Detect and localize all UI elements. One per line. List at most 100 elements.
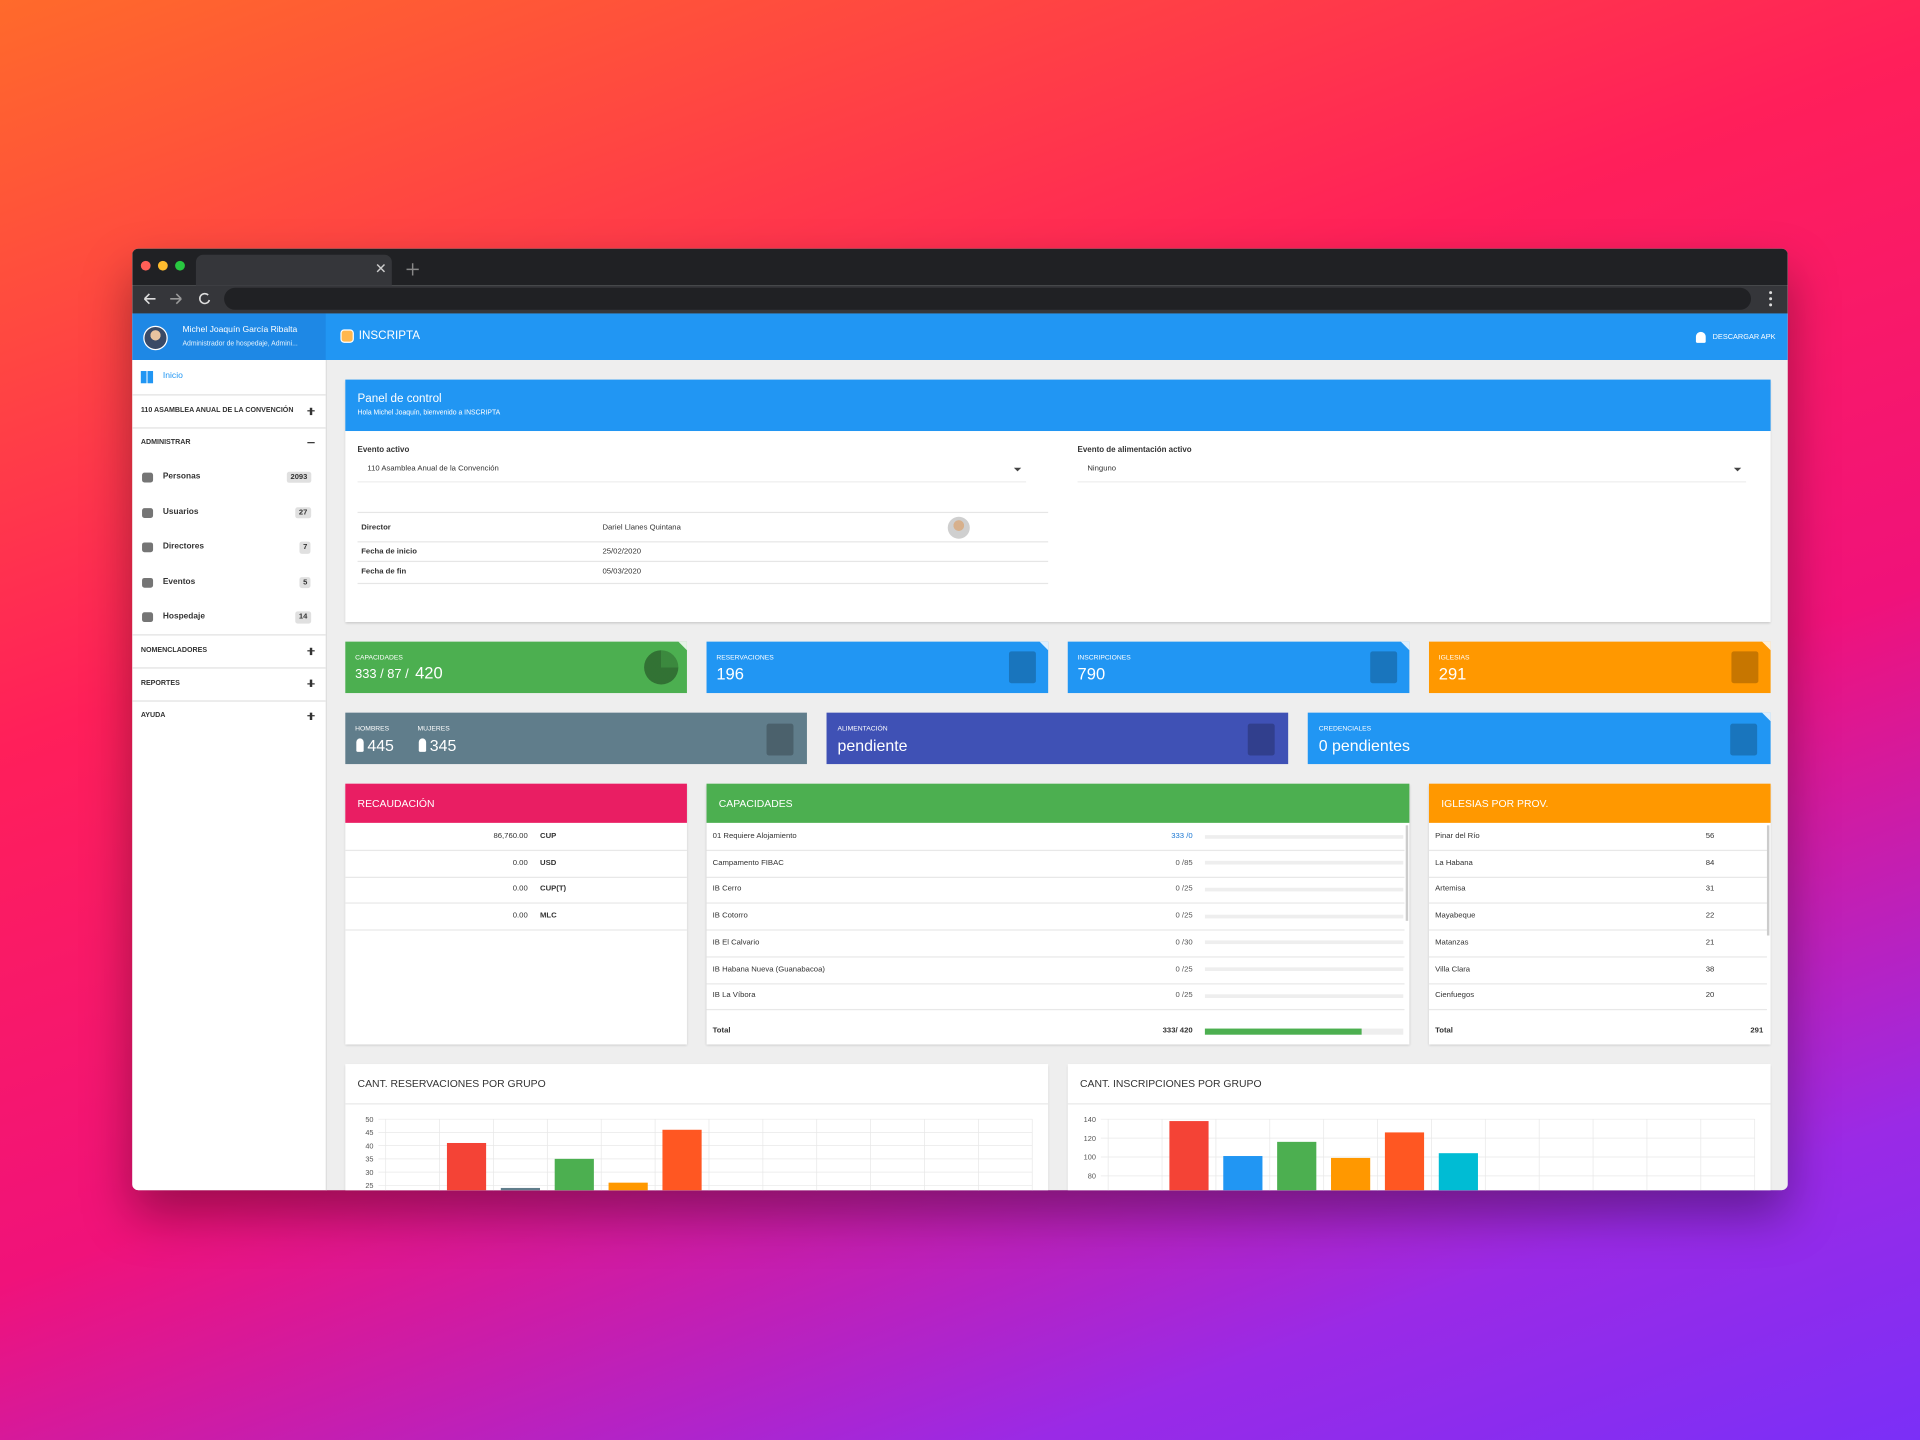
- director-avatar: [947, 516, 970, 539]
- download-button[interactable]: DESCARGAR APK: [1712, 334, 1776, 342]
- menu-item[interactable]: Eventos: [162, 577, 196, 587]
- stat-card[interactable]: [345, 641, 687, 694]
- tab-icons: [376, 263, 419, 276]
- progress-bar: [1204, 1028, 1363, 1035]
- progress-track: [1204, 834, 1404, 839]
- row-line: [706, 982, 1405, 984]
- min-dot[interactable]: [157, 260, 168, 271]
- stat-label: INSCRIPCIONES: [1077, 654, 1131, 663]
- stat-card[interactable]: [1307, 712, 1771, 765]
- panel-subtitle: Hola Michel Joaquín, bienvenido a INSCRI…: [357, 409, 501, 418]
- bar: [1277, 1141, 1317, 1191]
- home-label: Inicio: [162, 372, 183, 381]
- max-dot[interactable]: [175, 260, 185, 271]
- plus-icon: [310, 712, 312, 720]
- badge: 14: [295, 611, 312, 624]
- app-bar: [132, 313, 1788, 360]
- row-line: [345, 876, 687, 878]
- row-line: [1428, 956, 1767, 958]
- province: La Habana: [1435, 858, 1473, 867]
- row-line: [706, 849, 1405, 852]
- corner-fold: [1762, 641, 1771, 651]
- field-label: Evento de alimentación activo: [1077, 445, 1192, 455]
- corner-fold: [1762, 712, 1771, 722]
- menu-item[interactable]: Hospedaje: [162, 612, 205, 622]
- total-value: 291: [1750, 1026, 1764, 1035]
- stat-card[interactable]: [826, 712, 1289, 765]
- bar: [1169, 1121, 1209, 1191]
- capacity: 0 /25: [1175, 911, 1193, 920]
- menu-item[interactable]: Personas: [162, 472, 201, 482]
- address-bar[interactable]: [224, 287, 1752, 310]
- table-card: [706, 783, 1410, 1045]
- divider: [1067, 1103, 1771, 1105]
- select-value[interactable]: Ninguno: [1087, 464, 1117, 473]
- bar: [1331, 1157, 1371, 1191]
- capacity: 0 /85: [1175, 858, 1193, 867]
- menu-icon: [142, 542, 154, 553]
- tab-close[interactable]: [376, 263, 386, 273]
- row-line: [1428, 902, 1767, 905]
- badge: 5: [299, 576, 312, 589]
- panel-header: [345, 379, 1771, 432]
- stat-icon: [1008, 651, 1036, 684]
- stat-card[interactable]: [1428, 641, 1771, 694]
- stat-icon: [766, 723, 794, 756]
- row-line: [1428, 849, 1767, 852]
- admin-menu[interactable]: ADMINISTRAR: [140, 439, 191, 447]
- app-title: INSCRIPTA: [358, 329, 420, 343]
- bar: [608, 1182, 648, 1191]
- y-tick-label: 25: [365, 1181, 373, 1190]
- capacity: 0 /25: [1175, 991, 1193, 1000]
- menu-section[interactable]: AYUDA: [140, 712, 166, 720]
- new-tab[interactable]: [406, 263, 419, 276]
- menu-section[interactable]: REPORTES: [140, 679, 180, 687]
- divider: [132, 667, 326, 669]
- close-dot[interactable]: [140, 260, 151, 271]
- currency: USD: [540, 858, 557, 867]
- province: Artemisa: [1435, 884, 1466, 894]
- stat-card[interactable]: [1067, 641, 1410, 694]
- group-name: IB Cotorro: [712, 911, 748, 920]
- stat-label: HOMBRES: [355, 725, 390, 734]
- home-icon: [140, 371, 154, 384]
- back[interactable]: [143, 293, 156, 305]
- chart-title: CANT. INSCRIPCIONES POR GRUPO: [1080, 1077, 1262, 1090]
- menu-section[interactable]: NOMENCLADORES: [140, 647, 208, 655]
- badge: 2093: [286, 471, 312, 484]
- select-value[interactable]: 110 Asamblea Anual de la Convención: [367, 464, 499, 473]
- bar: [554, 1158, 594, 1191]
- menu[interactable]: [1766, 289, 1776, 309]
- event-menu[interactable]: 110 ASAMBLEA ANUAL DE LA CONVENCIÓN: [140, 407, 294, 415]
- y-tick-label: 80: [1088, 1172, 1096, 1181]
- stat-card[interactable]: [706, 641, 1049, 694]
- row-line: [706, 902, 1405, 905]
- menu-item[interactable]: Directores: [162, 542, 205, 552]
- y-tick-label: 100: [1084, 1153, 1096, 1162]
- bar: [1384, 1132, 1425, 1191]
- corner-fold: [1039, 641, 1049, 651]
- forward[interactable]: [170, 293, 182, 305]
- tab[interactable]: [195, 254, 392, 286]
- corner-fold: [1400, 641, 1410, 651]
- amount: 86,760.00: [493, 831, 528, 841]
- row-line: [357, 582, 1049, 585]
- capacity: 0 /25: [1175, 884, 1193, 894]
- plus-icon: [310, 679, 312, 688]
- avatar[interactable]: [143, 325, 168, 351]
- caret: [1733, 467, 1742, 472]
- divider: [132, 427, 326, 429]
- stat-value: 0 pendientes: [1318, 736, 1410, 755]
- divider: [132, 634, 326, 636]
- divider: [345, 1103, 1049, 1105]
- y-tick-label: 120: [1084, 1134, 1096, 1143]
- row-line: [1428, 1009, 1767, 1011]
- group-name: IB Habana Nueva (Guanabacoa): [712, 964, 825, 974]
- reload[interactable]: [199, 292, 211, 305]
- menu-icon: [142, 612, 154, 623]
- menu-item[interactable]: Usuarios: [162, 507, 199, 517]
- group-name: IB Cerro: [712, 884, 742, 894]
- row-line: [357, 511, 1049, 514]
- province: Matanzas: [1435, 937, 1469, 947]
